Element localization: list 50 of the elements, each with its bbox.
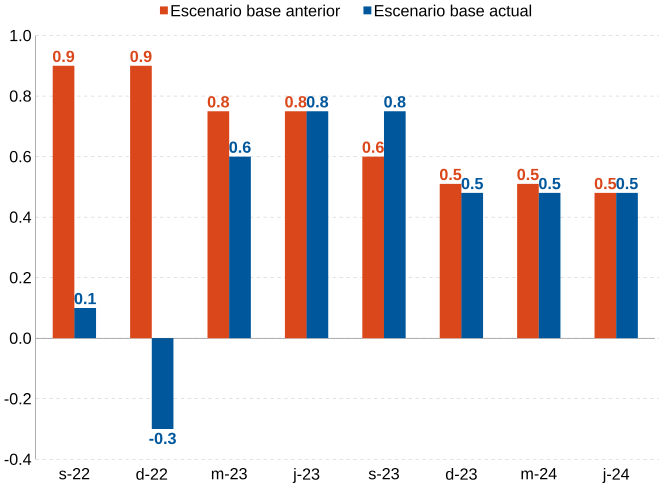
- data-label: 0.8: [384, 96, 406, 108]
- bar: [52, 66, 74, 338]
- data-label: 0.8: [208, 96, 230, 108]
- bar: [440, 184, 462, 338]
- data-label: 0.8: [285, 96, 306, 108]
- bar: [362, 156, 384, 338]
- data-label: 0.9: [130, 50, 152, 62]
- text: 0.6: [10, 150, 31, 162]
- data-label: 0.6: [229, 142, 251, 153]
- bar: [152, 338, 174, 430]
- x-tick-label: j-23: [292, 468, 320, 484]
- text: -0.4: [4, 454, 32, 466]
- bar: [461, 193, 484, 338]
- bar: [208, 111, 230, 338]
- x-tick-label: j-24: [602, 468, 630, 484]
- legend-label: Escenario base actual: [374, 4, 532, 17]
- data-label: 0.5: [616, 178, 638, 190]
- x-tick-label: d-22: [136, 468, 168, 480]
- x-tick-label: d-23: [446, 468, 477, 480]
- bar: [616, 193, 638, 338]
- x-tick-label: m-23: [212, 468, 247, 480]
- text: 0.8: [10, 90, 31, 102]
- bar: [538, 193, 560, 338]
- legend-label: Escenario base anterior: [171, 4, 340, 17]
- bar: [229, 156, 251, 338]
- data-label: 0.5: [440, 168, 462, 180]
- text: 1.0: [10, 30, 31, 42]
- bar: [130, 66, 152, 338]
- bar: [306, 111, 328, 338]
- text: 0.4: [10, 212, 32, 223]
- data-label: 0.5: [462, 178, 483, 190]
- data-label: 0.5: [539, 178, 560, 190]
- text: 0.0: [10, 332, 31, 344]
- data-label: 0.6: [362, 142, 384, 153]
- bar: [384, 111, 406, 338]
- bar: [517, 184, 539, 338]
- data-label: 0.5: [517, 168, 539, 180]
- data-label: 0.1: [74, 292, 96, 304]
- bar: [594, 193, 616, 338]
- x-tick-label: s-22: [59, 468, 90, 480]
- x-tick-label: s-23: [368, 468, 399, 480]
- text: -0.2: [4, 393, 31, 405]
- bar: [74, 308, 96, 338]
- data-label: 0.9: [52, 50, 74, 62]
- data-label: -0.3: [149, 432, 176, 444]
- x-tick-label: m-24: [522, 468, 557, 480]
- data-label: 0.8: [306, 96, 328, 108]
- bar: [284, 111, 307, 338]
- text: 0.2: [10, 272, 31, 284]
- data-label: 0.5: [594, 178, 616, 190]
